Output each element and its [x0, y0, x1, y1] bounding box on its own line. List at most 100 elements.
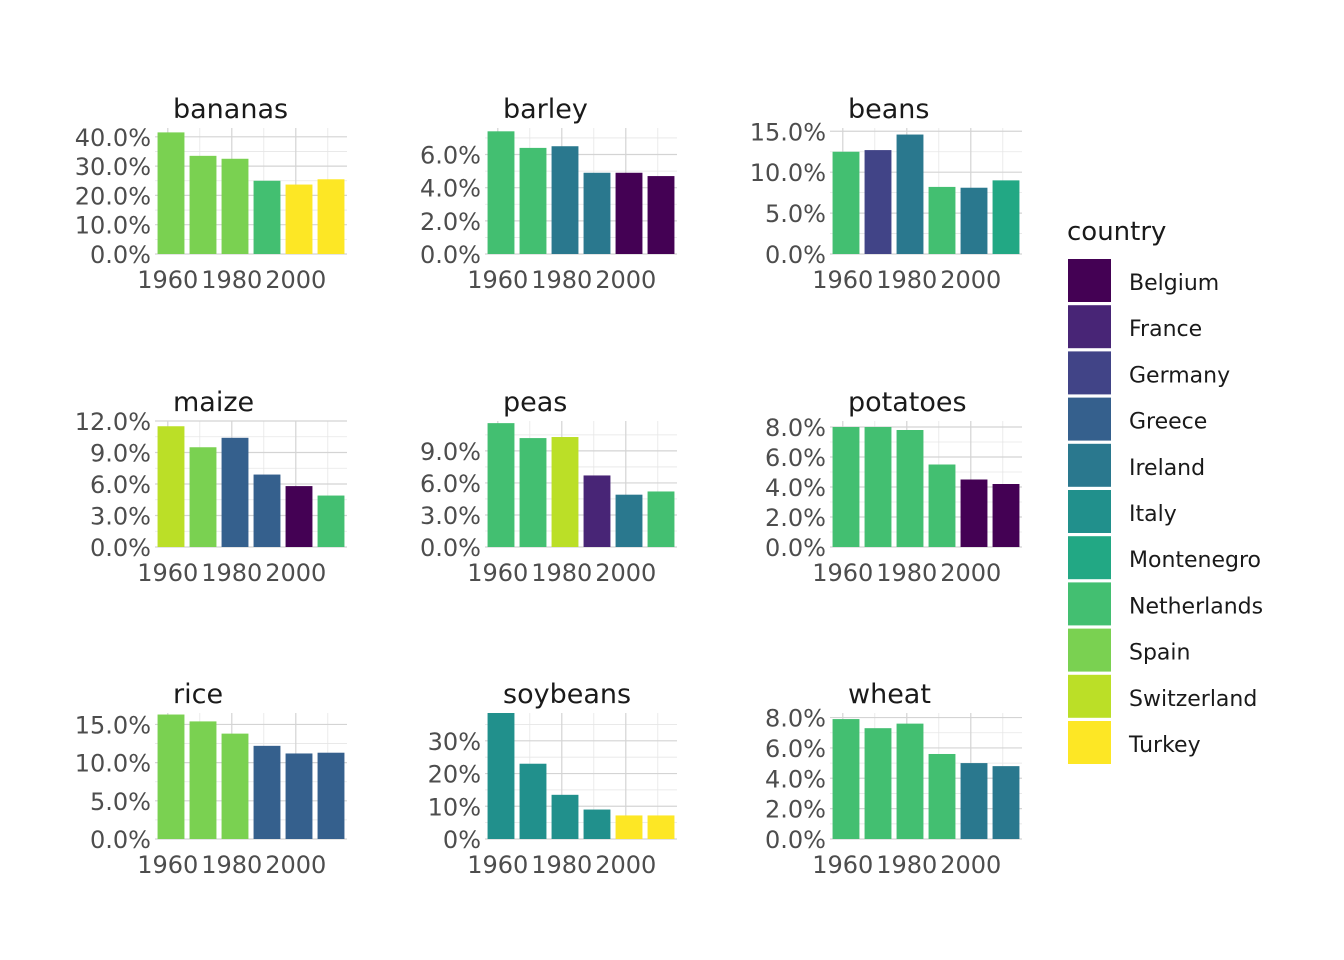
bar-peas-2001 — [615, 494, 643, 547]
bar-soybeans-1981 — [551, 794, 579, 839]
facet-panel-beans: beans 0.0% 5.0% 10.0% 15.0% 1960 1980 2000 — [750, 94, 1022, 294]
bar-soybeans-2011 — [647, 815, 675, 839]
facet-panel-barley: barley 0.0% 2.0% 4.0% 6.0% 1960 1980 2000 — [420, 94, 677, 294]
bar-wheat-1971 — [864, 728, 892, 839]
facet-panel-maize: maize 0.0% 3.0% 6.0% 9.0% 12.0% 1960 1980 2000 — [75, 387, 347, 587]
bar-barley-1961 — [487, 131, 515, 254]
bar-maize-1961 — [157, 426, 185, 547]
facet-title: beans — [848, 94, 929, 125]
y-tick-label: 6.0% — [765, 444, 826, 472]
y-tick-label: 0.0% — [90, 241, 151, 269]
x-tick-label: 1960 — [467, 559, 528, 587]
bar-barley-1981 — [551, 146, 579, 254]
y-tick-label: 10.0% — [75, 212, 151, 240]
legend-key-spain — [1068, 628, 1111, 672]
x-tick-label: 2000 — [595, 266, 656, 294]
bar-wheat-2001 — [960, 763, 988, 839]
x-tick-label: 2000 — [265, 851, 326, 879]
facet-title: wheat — [848, 679, 931, 710]
x-tick-label: 1960 — [467, 266, 528, 294]
facet-title: bananas — [173, 94, 288, 125]
bar-potatoes-1981 — [896, 430, 924, 547]
x-tick-label: 2000 — [940, 266, 1001, 294]
x-tick-label: 1960 — [467, 851, 528, 879]
y-tick-label: 0.0% — [90, 826, 151, 854]
x-tick-label: 2000 — [595, 851, 656, 879]
x-tick-label: 2000 — [940, 851, 1001, 879]
bar-bananas-2011 — [317, 179, 345, 254]
bar-maize-2001 — [285, 486, 313, 547]
bar-barley-1971 — [519, 147, 547, 254]
facet-panel-soybeans: soybeans 0% 10% 20% 30% 1960 1980 2000 — [428, 679, 677, 879]
bar-potatoes-2001 — [960, 479, 988, 547]
bar-wheat-1981 — [896, 723, 924, 839]
y-tick-label: 15.0% — [75, 711, 151, 739]
x-tick-label: 1980 — [876, 266, 937, 294]
bar-rice-1961 — [157, 714, 185, 839]
facet-panel-rice: rice 0.0% 5.0% 10.0% 15.0% 1960 1980 2000 — [75, 679, 347, 879]
x-tick-label: 1980 — [201, 851, 262, 879]
y-tick-label: 30.0% — [75, 153, 151, 181]
bar-potatoes-2011 — [992, 484, 1020, 547]
y-tick-label: 10% — [428, 793, 481, 821]
x-tick-label: 1980 — [531, 266, 592, 294]
bar-peas-1961 — [487, 423, 515, 547]
facet-panel-peas: peas 0.0% 3.0% 6.0% 9.0% 1960 1980 2000 — [420, 387, 677, 587]
x-tick-label: 1980 — [531, 559, 592, 587]
legend-key-italy — [1068, 490, 1111, 533]
x-tick-label: 1980 — [201, 559, 262, 587]
bar-potatoes-1971 — [864, 427, 892, 547]
y-tick-label: 0.0% — [765, 241, 826, 269]
y-tick-label: 30% — [428, 728, 481, 756]
x-tick-label: 1980 — [531, 851, 592, 879]
facet-title: soybeans — [503, 679, 631, 710]
y-tick-label: 0.0% — [420, 241, 481, 269]
bar-rice-1991 — [253, 745, 281, 839]
bar-rice-1971 — [189, 721, 217, 839]
bar-bananas-1991 — [253, 180, 281, 254]
y-tick-label: 8.0% — [765, 705, 826, 733]
facet-panel-bananas: bananas 0.0%10.0%20.0%30.0%40.0% 1960 1980 2… — [75, 94, 347, 294]
legend-title: country — [1067, 217, 1166, 247]
y-tick-label: 2.0% — [765, 796, 826, 824]
bar-rice-1981 — [221, 733, 249, 839]
legend-key-belgium — [1068, 259, 1111, 302]
y-tick-label: 6.0% — [420, 142, 481, 170]
x-tick-label: 2000 — [940, 559, 1001, 587]
x-tick-label: 1980 — [201, 266, 262, 294]
bar-peas-2011 — [647, 491, 675, 547]
y-tick-label: 5.0% — [765, 200, 826, 228]
facet-title: peas — [503, 387, 567, 418]
legend-label: Turkey — [1128, 733, 1201, 758]
y-tick-label: 0.0% — [90, 534, 151, 562]
bar-maize-1991 — [253, 474, 281, 547]
y-tick-label: 4.0% — [765, 474, 826, 502]
bar-soybeans-1991 — [583, 809, 611, 839]
legend-key-greece — [1068, 397, 1111, 441]
bar-rice-2001 — [285, 753, 313, 839]
x-tick-label: 1960 — [812, 851, 873, 879]
y-tick-label: 10.0% — [750, 159, 826, 187]
bar-barley-2001 — [615, 172, 643, 254]
bar-rice-2011 — [317, 752, 345, 839]
bar-soybeans-1971 — [519, 763, 547, 839]
y-tick-label: 0.0% — [420, 534, 481, 562]
x-tick-label: 1960 — [812, 266, 873, 294]
y-tick-label: 3.0% — [90, 503, 151, 531]
legend-label: France — [1129, 317, 1202, 342]
bar-wheat-1991 — [928, 753, 956, 839]
y-tick-label: 0.0% — [765, 826, 826, 854]
x-tick-label: 2000 — [265, 266, 326, 294]
x-tick-label: 1960 — [137, 559, 198, 587]
facet-panel-potatoes: potatoes 0.0%2.0%4.0%6.0%8.0% 1960 1980 2000 — [765, 387, 1022, 587]
bar-bananas-2001 — [285, 184, 313, 254]
y-tick-label: 20.0% — [75, 182, 151, 210]
facet-title: barley — [503, 94, 588, 125]
facet-title: maize — [173, 387, 254, 418]
bar-bananas-1961 — [157, 132, 185, 254]
x-tick-label: 1960 — [812, 559, 873, 587]
legend-label: Germany — [1129, 363, 1230, 388]
x-tick-label: 2000 — [595, 559, 656, 587]
legend-key-montenegro — [1068, 536, 1111, 580]
